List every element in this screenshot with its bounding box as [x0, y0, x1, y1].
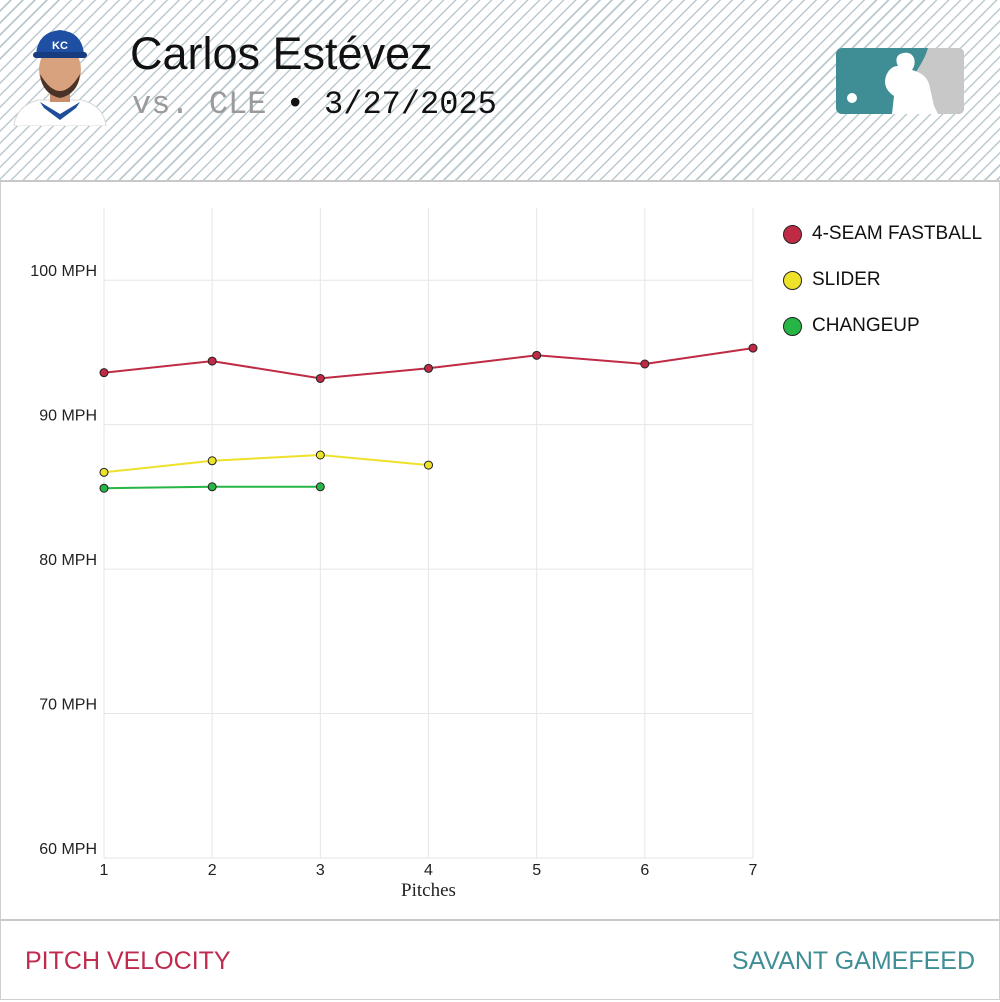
data-point [315, 450, 325, 460]
data-point [424, 363, 433, 373]
x-tick-label: 4 [424, 862, 433, 879]
game-info: vs. CLE • 3/27/2025 [132, 86, 497, 123]
y-tick-label: 100 MPH [30, 263, 97, 280]
x-tick-label: 3 [316, 862, 325, 879]
data-point [640, 359, 650, 369]
data-point [99, 467, 109, 477]
changeup-swatch-icon [783, 316, 802, 336]
y-tick-label: 60 MPH [39, 841, 97, 858]
data-point [315, 373, 325, 383]
header-banner: KC Carlos Estévez vs. CLE • 3/27/2025 [0, 0, 1000, 182]
legend-item-fastball: 4-SEAM FASTBALL [783, 222, 982, 246]
data-point [207, 456, 217, 466]
x-tick-label: 2 [208, 862, 217, 879]
x-tick-label: 7 [749, 862, 758, 879]
legend-label: 4-SEAM FASTBALL [812, 223, 983, 244]
data-points [99, 343, 758, 493]
data-point [207, 356, 217, 366]
data-point [315, 482, 325, 492]
chart-type-label: PITCH VELOCITY [25, 947, 231, 975]
x-tick-label: 5 [532, 862, 541, 879]
slider-swatch-icon [783, 270, 802, 290]
y-tick-label: 70 MPH [39, 697, 97, 714]
data-point [99, 368, 109, 378]
data-point [99, 483, 109, 493]
y-tick-label: 80 MPH [39, 552, 97, 569]
player-name: Carlos Estévez [130, 28, 433, 79]
game-date: 3/27/2025 [324, 86, 497, 123]
data-point [207, 482, 217, 492]
opponent-label: vs. CLE [132, 86, 267, 123]
pitch-velocity-chart: 1 2 3 4 5 6 7 60 MPH 70 MPH 80 MPH 90 MPH 100 MPH P… [30, 208, 758, 901]
data-point [424, 460, 433, 470]
series-line-1 [103, 453, 429, 474]
separator-dot: • [285, 86, 305, 123]
legend-label: SLIDER [812, 269, 881, 290]
x-tick-label: 1 [100, 862, 109, 879]
y-tick-label: 90 MPH [39, 408, 97, 425]
data-point [748, 343, 758, 353]
axis-labels: 1 2 3 4 5 6 7 60 MPH 70 MPH 80 MPH 90 MPH 100 MPH [30, 263, 757, 879]
footer-bar: PITCH VELOCITY SAVANT GAMEFEED [0, 919, 1000, 1002]
x-tick-label: 6 [640, 862, 649, 879]
legend-item-slider: SLIDER [783, 268, 982, 292]
grid-lines [103, 208, 754, 859]
player-headshot: KC [13, 30, 107, 126]
data-point [532, 350, 542, 360]
x-axis-title: Pitches [401, 880, 456, 901]
mlb-logo-icon [836, 48, 964, 114]
legend-item-changeup: CHANGEUP [783, 314, 982, 338]
legend-label: CHANGEUP [812, 315, 920, 336]
brand-label: SAVANT GAMEFEED [731, 947, 975, 975]
cap-logo-text: KC [52, 40, 68, 52]
fastball-swatch-icon [783, 224, 802, 244]
chart-legend: 4-SEAM FASTBALL SLIDER CHANGEUP [783, 222, 982, 360]
